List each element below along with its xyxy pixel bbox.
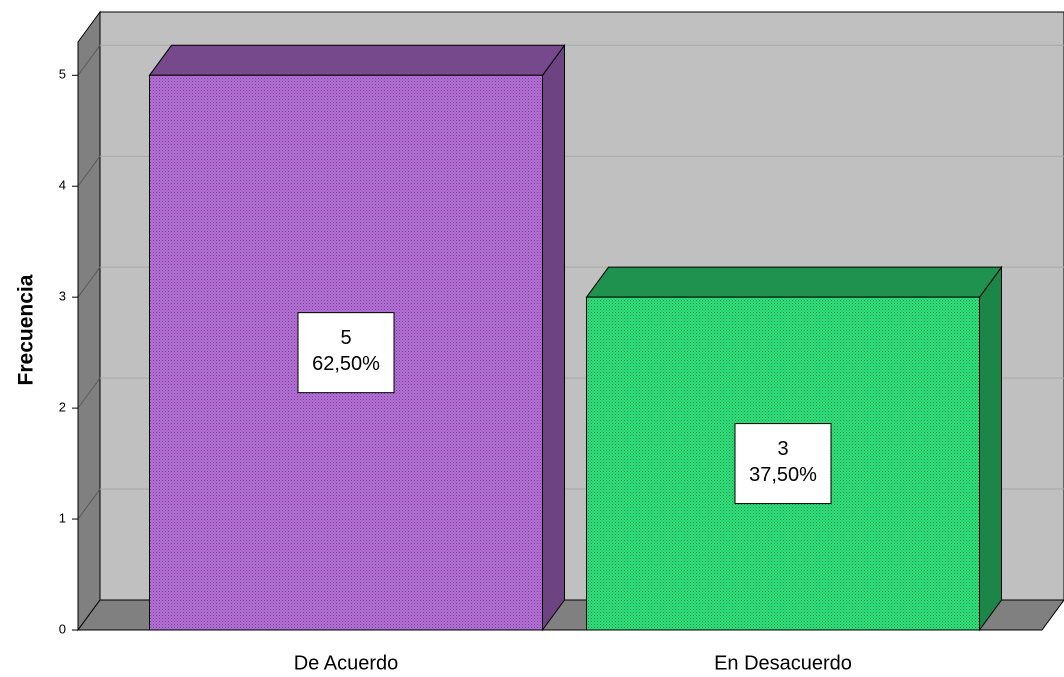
- y-tick-label: 3: [59, 289, 66, 304]
- percent-label: 37,50%: [749, 464, 817, 486]
- y-tick-label: 4: [59, 178, 66, 193]
- grid-line: [77, 377, 101, 409]
- y-tick-label: 5: [59, 67, 66, 82]
- bar-top: [585, 266, 1003, 298]
- y-tick-label: 1: [59, 510, 66, 525]
- x-tick-label: En Desacuerdo: [714, 652, 852, 674]
- value-label: 3: [777, 438, 788, 460]
- x-tick-label: De Acuerdo: [294, 652, 399, 674]
- y-tick-label: 0: [59, 621, 66, 636]
- bar-side: [979, 265, 1002, 632]
- value-label: 5: [340, 327, 351, 349]
- y-tick-label: 2: [59, 400, 66, 415]
- grid-line: [77, 266, 101, 298]
- left-wall: [77, 10, 101, 632]
- bar-side: [542, 43, 565, 632]
- value-label-box: [734, 423, 832, 505]
- grid-line: [77, 155, 101, 187]
- percent-label: 62,50%: [312, 353, 380, 375]
- value-label-box: [297, 312, 395, 394]
- y-axis-label: Frecuencia: [15, 274, 38, 385]
- grid-line: [77, 488, 101, 520]
- bar-top: [148, 44, 566, 76]
- grid-line: [77, 44, 101, 76]
